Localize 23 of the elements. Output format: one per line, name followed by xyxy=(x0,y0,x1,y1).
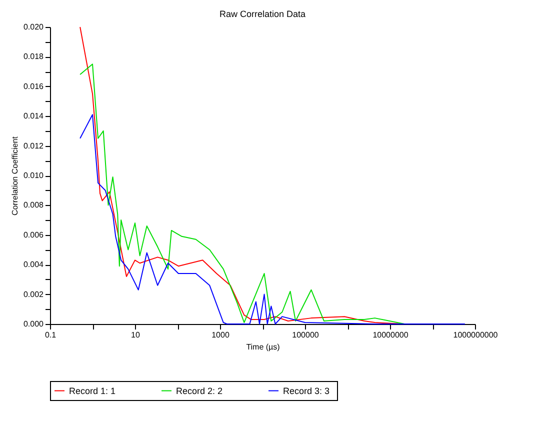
x-tick-label: 10 xyxy=(131,330,140,340)
y-tick-label: 0.020 xyxy=(23,22,44,32)
y-tick-label: 0.012 xyxy=(23,141,44,150)
y-tick-label: 0.014 xyxy=(23,112,44,121)
legend-label: Record 1: 1 xyxy=(69,386,116,396)
y-tick-label: 0.000 xyxy=(23,320,44,328)
y-axis-title: Correlation Coefficient xyxy=(10,136,20,216)
y-tick-label: 0.018 xyxy=(23,52,44,62)
y-tick-label: 0.004 xyxy=(23,260,44,270)
y-tick-label: 0.010 xyxy=(23,171,44,180)
y-tick-label: 0.008 xyxy=(23,200,44,210)
legend-label: Record 3: 3 xyxy=(283,386,330,396)
y-tick-label: 0.002 xyxy=(23,290,44,299)
legend-label: Record 2: 2 xyxy=(176,386,223,396)
x-axis-title: Time (µs) xyxy=(246,342,280,352)
y-tick-label: 0.006 xyxy=(23,230,44,240)
x-tick-label: 10000000 xyxy=(372,330,409,340)
x-tick-label: 0.1 xyxy=(44,330,57,340)
x-tick-label: 1000 xyxy=(212,330,230,340)
x-tick-label: 100000 xyxy=(292,330,320,340)
chart-title: Raw Correlation Data xyxy=(219,9,306,19)
y-tick-label: 0.016 xyxy=(23,82,44,91)
x-tick-label: 1000000000 xyxy=(453,330,498,340)
